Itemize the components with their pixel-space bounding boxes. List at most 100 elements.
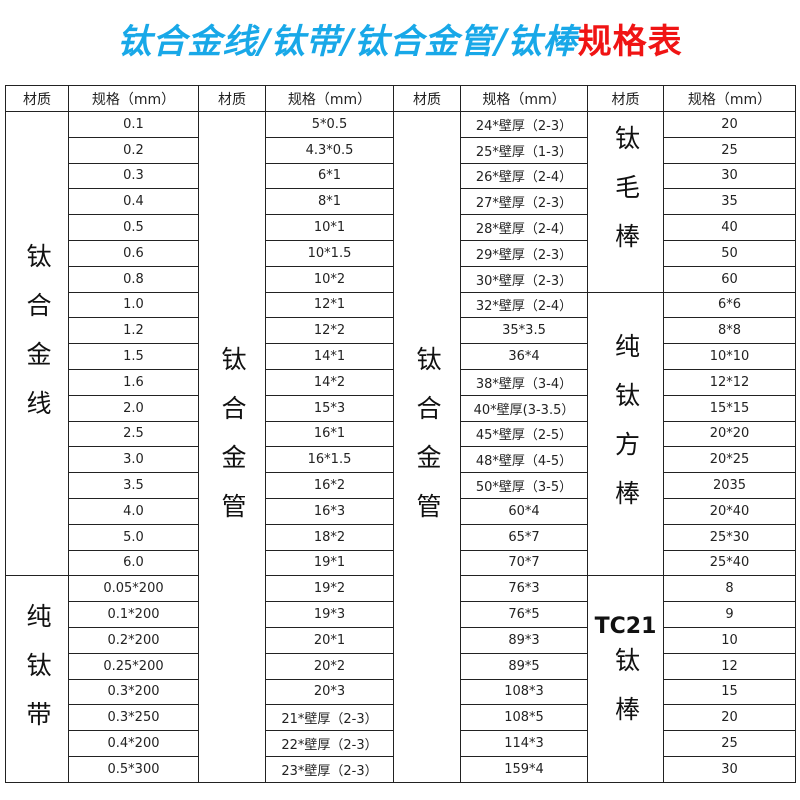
title-red: 规格表	[577, 22, 683, 62]
spec-cell: 10*10	[663, 343, 796, 370]
spec-cell: 16*1.5	[265, 446, 394, 474]
spec-cell: 0.25*200	[68, 652, 199, 680]
spec-cell: 20	[663, 704, 796, 732]
spec-cell: 0.6	[68, 239, 199, 267]
spec-cell: 20	[663, 111, 796, 138]
spec-cell: 76*3	[460, 575, 588, 603]
table-row: 0.5*300 23*壁厚（2-3） 159*4 30	[6, 755, 796, 783]
spec-cell: 6.0	[68, 549, 199, 577]
table-row: 1.0 12*1 32*壁厚（2-4） 纯钛方棒 6*6	[6, 291, 796, 577]
spec-cell: 0.5*300	[68, 755, 199, 783]
spec-cell: 1.5	[68, 343, 199, 370]
table-row: 0.25*200 20*2 89*5 12	[6, 652, 796, 680]
spec-cell: 0.2*200	[68, 626, 199, 654]
spec-table: 材质 规格（mm） 材质 规格（mm） 材质 规格（mm） 材质 规格（mm） 钛合金线 0.1…	[5, 85, 796, 783]
header-spec: 规格（mm）	[460, 85, 588, 112]
spec-cell: 1.6	[68, 368, 199, 396]
spec-cell: 27*壁厚（2-3）	[460, 188, 588, 216]
material-cell: 钛合金管	[393, 111, 461, 783]
material-label: 钛棒	[611, 647, 641, 746]
table-row: 2.0 15*3 40*壁厚(3-3.5） 15*15	[6, 394, 796, 422]
spec-cell: 8	[663, 575, 796, 603]
spec-cell: 10	[663, 626, 796, 654]
material-cell: 钛合金线	[5, 110, 69, 577]
spec-cell: 35	[663, 188, 796, 216]
spec-cell: 19*2	[265, 575, 394, 603]
spec-cell: 20*40	[663, 497, 796, 525]
spec-cell: 25*30	[663, 523, 796, 551]
spec-cell: 1.2	[68, 317, 199, 345]
spec-cell: 25	[663, 136, 796, 164]
spec-cell: 2.5	[68, 420, 199, 448]
spec-cell: 20*3	[265, 678, 394, 706]
table-row: 0.3*250 21*壁厚（2-3） 108*5 20	[6, 704, 796, 732]
spec-cell: 23*壁厚（2-3）	[265, 755, 394, 783]
title-blue: 钛合金线/钛带/钛合金管/钛棒	[117, 22, 578, 62]
spec-cell: 25*壁厚（1-3）	[460, 136, 588, 164]
spec-cell: 50*壁厚（3-5）	[460, 472, 588, 499]
spec-cell: 0.3*250	[68, 704, 199, 732]
table-row: 4.0 16*3 60*4 20*40	[6, 497, 796, 525]
spec-cell: 89*5	[460, 652, 588, 680]
header-material: 材质	[198, 85, 266, 112]
spec-cell: 36*4	[460, 343, 588, 370]
spec-cell: 0.1	[68, 111, 199, 138]
spec-cell: 1.0	[68, 291, 199, 319]
material-cell: 纯钛带	[5, 575, 69, 783]
material-label: 纯钛带	[23, 602, 52, 750]
spec-cell: 18*2	[265, 523, 394, 551]
material-cell: TC21 钛棒	[587, 575, 664, 783]
spec-cell: 21*壁厚（2-3）	[265, 704, 394, 732]
spec-cell: 20*20	[663, 420, 796, 448]
spec-cell: 0.05*200	[68, 575, 199, 603]
spec-cell: 60	[663, 265, 796, 293]
spec-cell: 9	[663, 601, 796, 628]
spec-cell: 0.3*200	[68, 678, 199, 706]
spec-cell: 19*1	[265, 549, 394, 577]
spec-cell: 48*壁厚（4-5）	[460, 446, 588, 474]
spec-cell: 40*壁厚(3-3.5）	[460, 394, 588, 422]
table-row: 2.5 16*1 45*壁厚（2-5） 20*20	[6, 420, 796, 448]
spec-cell: 159*4	[460, 755, 588, 783]
spec-cell: 28*壁厚（2-4）	[460, 214, 588, 241]
spec-cell: 22*壁厚（2-3）	[265, 730, 394, 757]
spec-cell: 19*3	[265, 601, 394, 628]
spec-cell: 4.0	[68, 497, 199, 525]
spec-cell: 3.0	[68, 446, 199, 474]
material-cell: 钛毛棒	[587, 111, 664, 293]
spec-cell: 12	[663, 652, 796, 680]
header-row: 材质 规格（mm） 材质 规格（mm） 材质 规格（mm） 材质 规格（mm）	[5, 85, 796, 112]
spec-cell: 29*壁厚（2-3）	[460, 239, 588, 267]
spec-cell: 30*壁厚（2-3）	[460, 265, 588, 293]
material-label: 纯钛方棒	[611, 332, 641, 529]
spec-cell: 108*3	[460, 678, 588, 706]
spec-cell: 20*2	[265, 652, 394, 680]
spec-cell: 70*7	[460, 549, 588, 577]
table-row: 0.4 8*1 27*壁厚（2-3） 35	[6, 188, 796, 216]
spec-cell: 0.4*200	[68, 730, 199, 757]
material-label: 钛合金管	[218, 345, 247, 542]
material-cell: 纯钛方棒	[587, 291, 664, 577]
table-row: 纯钛带 0.05*200 19*2 76*3 TC21 钛棒 8	[5, 575, 796, 783]
table-row: 0.2 4.3*0.5 25*壁厚（1-3） 25	[6, 136, 796, 164]
table-row: 5.0 18*2 65*7 25*30	[6, 523, 796, 551]
spec-cell: 65*7	[460, 523, 588, 551]
spec-cell: 30	[663, 755, 796, 783]
material-cell: 钛合金管	[198, 111, 266, 783]
spec-cell: 0.3	[68, 162, 199, 190]
spec-cell: 2035	[663, 472, 796, 499]
spec-cell: 12*2	[265, 317, 394, 345]
spec-cell: 24*壁厚（2-3）	[460, 111, 588, 138]
spec-cell: 30	[663, 162, 796, 190]
spec-cell: 10*1	[265, 214, 394, 241]
table-row: 0.1*200 19*3 76*5 9	[6, 601, 796, 628]
spec-cell: 15*15	[663, 394, 796, 422]
spec-cell: 89*3	[460, 626, 588, 654]
table-row: 0.3 6*1 26*壁厚（2-4） 30	[6, 162, 796, 190]
spec-cell: 25*40	[663, 549, 796, 577]
spec-cell: 16*3	[265, 497, 394, 525]
page-title: 钛合金线/钛带/钛合金管/钛棒规格表	[0, 14, 800, 63]
spec-cell: 15	[663, 678, 796, 706]
spec-cell: 4.3*0.5	[265, 136, 394, 164]
table-row: 1.5 14*1 36*4 10*10	[6, 343, 796, 370]
